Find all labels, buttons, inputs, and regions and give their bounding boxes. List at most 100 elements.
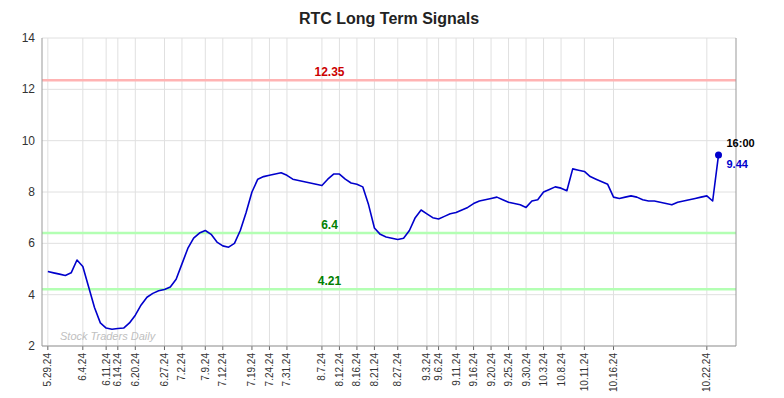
x-tick-label: 7.24.24 [264,353,275,387]
x-tick-label: 6.14.24 [112,353,123,387]
price-line [48,155,719,329]
x-tick [426,346,427,350]
level-line [42,232,736,235]
level-label: 4.21 [318,274,342,288]
y-tick-label: 8 [28,185,35,199]
x-tick-label: 7.31.24 [281,353,292,387]
x-tick-label: 9.30.24 [521,353,532,387]
x-tick [286,346,287,350]
x-grid-line [508,38,509,346]
x-tick [47,346,48,350]
level-line [42,79,736,82]
x-tick [397,346,398,350]
x-tick [526,346,527,350]
x-grid-line [526,38,527,346]
y-tick-label: 14 [22,31,36,45]
x-grid-line [438,38,439,346]
x-tick-label: 9.6.24 [433,353,444,381]
x-grid-line [397,38,398,346]
x-tick-label: 7.19.24 [246,353,257,387]
x-tick [473,346,474,350]
y-grid-line [42,89,736,90]
x-tick [164,346,165,350]
level-line [42,288,736,291]
x-grid-line [117,38,118,346]
x-tick-label: 7.2.24 [176,353,187,381]
x-tick [561,346,562,350]
x-grid-line [286,38,287,346]
x-tick-label: 7.12.24 [217,353,228,387]
x-tick [181,346,182,350]
grid [42,38,736,346]
y-grid-line [42,243,736,244]
x-tick [222,346,223,350]
x-tick-label: 10.8.24 [556,353,567,387]
y-grid-line [42,192,736,193]
x-tick [543,346,544,350]
chart: 24681012145.29.246.4.246.11.246.14.246.2… [0,0,784,398]
x-tick-label: 9.16.24 [468,353,479,387]
x-grid-line [473,38,474,346]
x-tick-label: 6.20.24 [130,353,141,387]
y-tick-label: 12 [22,82,36,96]
y-grid-line [42,38,736,39]
x-tick [269,346,270,350]
last-value-label: 9.44 [727,158,749,170]
last-time-label: 16:00 [727,137,755,149]
title: RTC Long Term Signals [299,10,479,27]
x-tick [456,346,457,350]
x-grid-line [181,38,182,346]
x-grid-line [456,38,457,346]
watermark: Stock Traders Daily [60,330,157,342]
plot-area [42,80,736,329]
x-tick [706,346,707,350]
x-tick-label: 6.11.24 [101,353,112,386]
x-tick-label: 8.12.24 [334,353,345,387]
x-grid-line [135,38,136,346]
x-grid-line [426,38,427,346]
x-tick [135,346,136,350]
x-grid-line [205,38,206,346]
x-tick-label: 8.7.24 [316,353,327,381]
x-tick [205,346,206,350]
right-axis [736,38,737,346]
x-tick [584,346,585,350]
x-tick-label: 8.16.24 [351,353,362,387]
x-tick-label: 9.11.24 [451,353,462,386]
y-tick-label: 2 [28,339,35,353]
x-grid-line [106,38,107,346]
x-tick [356,346,357,350]
y-grid-line [42,346,736,347]
x-grid-line [47,38,48,346]
x-grid-line [356,38,357,346]
last-point [715,152,722,159]
y-grid-line [42,140,736,141]
x-grid-line [584,38,585,346]
x-grid-line [164,38,165,346]
x-grid-line [491,38,492,346]
x-tick-label: 10.22.24 [701,353,712,392]
y-tick-label: 4 [28,288,35,302]
x-tick [508,346,509,350]
x-grid-line [82,38,83,346]
x-tick-label: 9.3.24 [421,353,432,381]
x-tick [321,346,322,350]
x-axis [42,346,736,347]
x-grid-line [613,38,614,346]
x-tick [339,346,340,350]
x-grid-line [269,38,270,346]
x-tick-label: 6.27.24 [159,353,170,387]
x-grid-line [339,38,340,346]
level-label: 12.35 [314,65,344,79]
x-tick [251,346,252,350]
x-grid-line [374,38,375,346]
x-tick-label: 8.27.24 [392,353,403,387]
x-tick-label: 7.9.24 [200,353,211,381]
x-grid-line [561,38,562,346]
y-grid-line [42,294,736,295]
x-tick [117,346,118,350]
x-tick [82,346,83,350]
x-grid-line [706,38,707,346]
x-tick-label: 10.3.24 [538,353,549,387]
x-grid-line [222,38,223,346]
